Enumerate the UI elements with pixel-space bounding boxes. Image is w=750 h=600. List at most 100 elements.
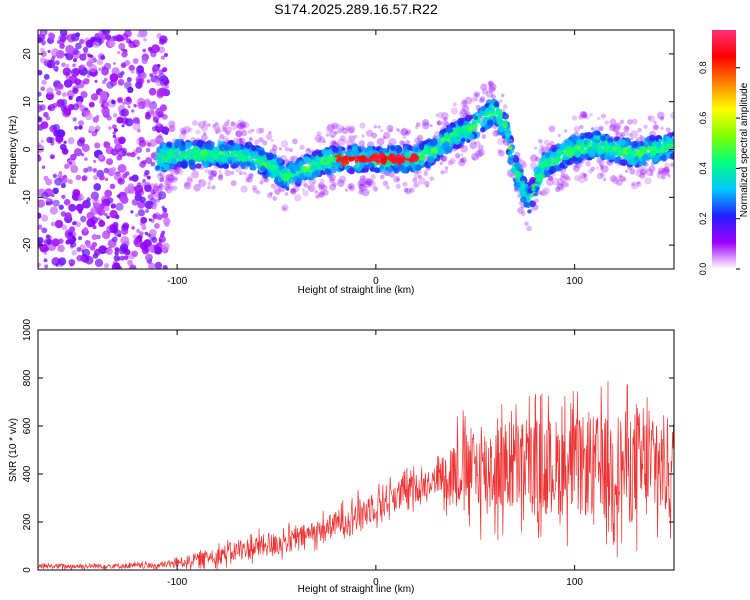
spectrogram-cell — [657, 170, 663, 176]
spectrogram-cell — [590, 127, 595, 132]
y-tick-label: 0 — [22, 567, 33, 573]
spectrogram-cell — [544, 171, 551, 178]
spectrogram-cell — [217, 175, 224, 181]
spectrogram-cell — [179, 127, 187, 135]
colorbar-tick-label: 0.2 — [698, 212, 708, 225]
spectrogram-cell — [574, 150, 582, 158]
spectrogram-cell — [640, 166, 649, 175]
spectrogram-cell — [150, 197, 157, 204]
spectrogram-cell — [474, 115, 479, 120]
spectrogram-cell — [239, 160, 244, 165]
spectrogram-cell — [529, 154, 538, 163]
spectrogram-cell — [38, 37, 43, 43]
spectrogram-cell — [136, 229, 141, 234]
spectrogram-cell — [395, 146, 403, 154]
spectrogram-cell — [667, 174, 671, 178]
x-tick-label: 100 — [566, 577, 583, 588]
spectrogram-cell — [101, 101, 109, 109]
spectrogram-cell — [515, 163, 522, 171]
spectrogram-cell — [595, 135, 601, 141]
spectrogram-cell — [121, 124, 125, 128]
spectrogram-cell — [92, 168, 98, 173]
spectrogram-cell — [45, 197, 54, 206]
spectrogram-cell — [136, 97, 146, 107]
spectrogram-cell — [290, 188, 296, 193]
spectrogram-cell — [44, 264, 49, 269]
spectrogram-cell — [231, 156, 239, 163]
spectrogram-cell — [256, 190, 261, 195]
spectrogram-cell — [184, 181, 190, 188]
spectrogram-cell — [358, 183, 365, 190]
spectrogram-cell — [436, 121, 441, 125]
spectrogram-cell — [135, 213, 139, 217]
spectrogram-cell — [539, 144, 544, 149]
spectrogram-cell — [85, 112, 93, 121]
spectrogram-cell — [595, 166, 599, 170]
spectrogram-cell — [610, 124, 614, 128]
spectrogram-cell — [78, 64, 85, 71]
spectrogram-cell — [76, 247, 82, 252]
spectrogram-cell — [197, 122, 202, 127]
spectrogram-cell — [207, 156, 213, 162]
spectrogram-cell — [276, 157, 283, 164]
spectrogram-cell — [132, 122, 141, 131]
spectrogram-cell — [644, 177, 652, 185]
spectrogram-cell — [564, 159, 571, 166]
spectrogram-cell — [402, 181, 408, 187]
spectrogram-cell — [259, 156, 264, 161]
spectrogram-cell — [411, 154, 420, 163]
spectrogram-cell — [98, 99, 103, 104]
spectrogram-cell — [437, 111, 444, 119]
spectrogram-cell — [280, 140, 289, 148]
x-tick-label: -100 — [167, 577, 187, 588]
spectrogram-cell — [40, 47, 45, 53]
spectrogram-cell — [94, 258, 104, 268]
spectrogram-cell — [154, 66, 159, 71]
spectrogram-cell — [158, 134, 163, 139]
spectrogram-cell — [140, 72, 147, 80]
spectrogram-cell — [98, 154, 104, 160]
spectrogram-cell — [529, 200, 536, 208]
spectrogram-cell — [631, 182, 636, 187]
spectrogram-cell — [600, 172, 606, 178]
spectrogram-cell — [336, 179, 343, 185]
spectrogram-cell — [162, 163, 170, 171]
spectrogram-cell — [50, 155, 54, 159]
spectrogram-cell — [413, 173, 420, 180]
spectrogram-cell — [585, 161, 591, 167]
spectrogram-cell — [385, 149, 389, 153]
spectrogram-cell — [254, 139, 260, 145]
spectrogram-cell — [421, 121, 430, 130]
spectrogram-cell — [670, 162, 674, 168]
spectrogram-cell — [317, 182, 326, 190]
spectrogram-cell — [497, 137, 505, 146]
spectrogram-cell — [614, 122, 622, 130]
spectrogram-cell — [640, 168, 647, 176]
spectrogram-cell — [96, 59, 103, 66]
spectrogram-cell — [556, 182, 564, 190]
spectrogram-cell — [402, 135, 407, 140]
spectrogram-cell — [171, 185, 178, 191]
spectrogram-cell — [338, 175, 347, 183]
spectrogram-cell — [393, 175, 401, 183]
spectrogram-cell — [353, 134, 358, 139]
spectrogram-cell — [160, 55, 166, 60]
spectrogram-cell — [612, 124, 621, 133]
spectrogram-cell — [98, 174, 105, 181]
spectrogram-cell — [64, 212, 72, 219]
spectrogram-cell — [40, 50, 47, 57]
spectrogram-cell — [40, 139, 44, 143]
spectrogram-cell — [88, 101, 95, 108]
spectrogram-cell — [311, 151, 318, 157]
spectrogram-cell — [337, 128, 343, 134]
spectrogram-cell — [520, 162, 528, 169]
spectrogram-cell — [284, 158, 290, 164]
spectrogram-cell — [507, 145, 513, 151]
spectrogram-cell — [502, 104, 508, 110]
spectrogram-cell — [48, 137, 55, 144]
spectrogram-cell — [630, 137, 634, 141]
spectrogram-cell — [52, 199, 60, 207]
spectrogram-cell — [217, 174, 223, 180]
y-tick-label: 0 — [22, 146, 33, 152]
spectrogram-cell — [52, 123, 60, 132]
